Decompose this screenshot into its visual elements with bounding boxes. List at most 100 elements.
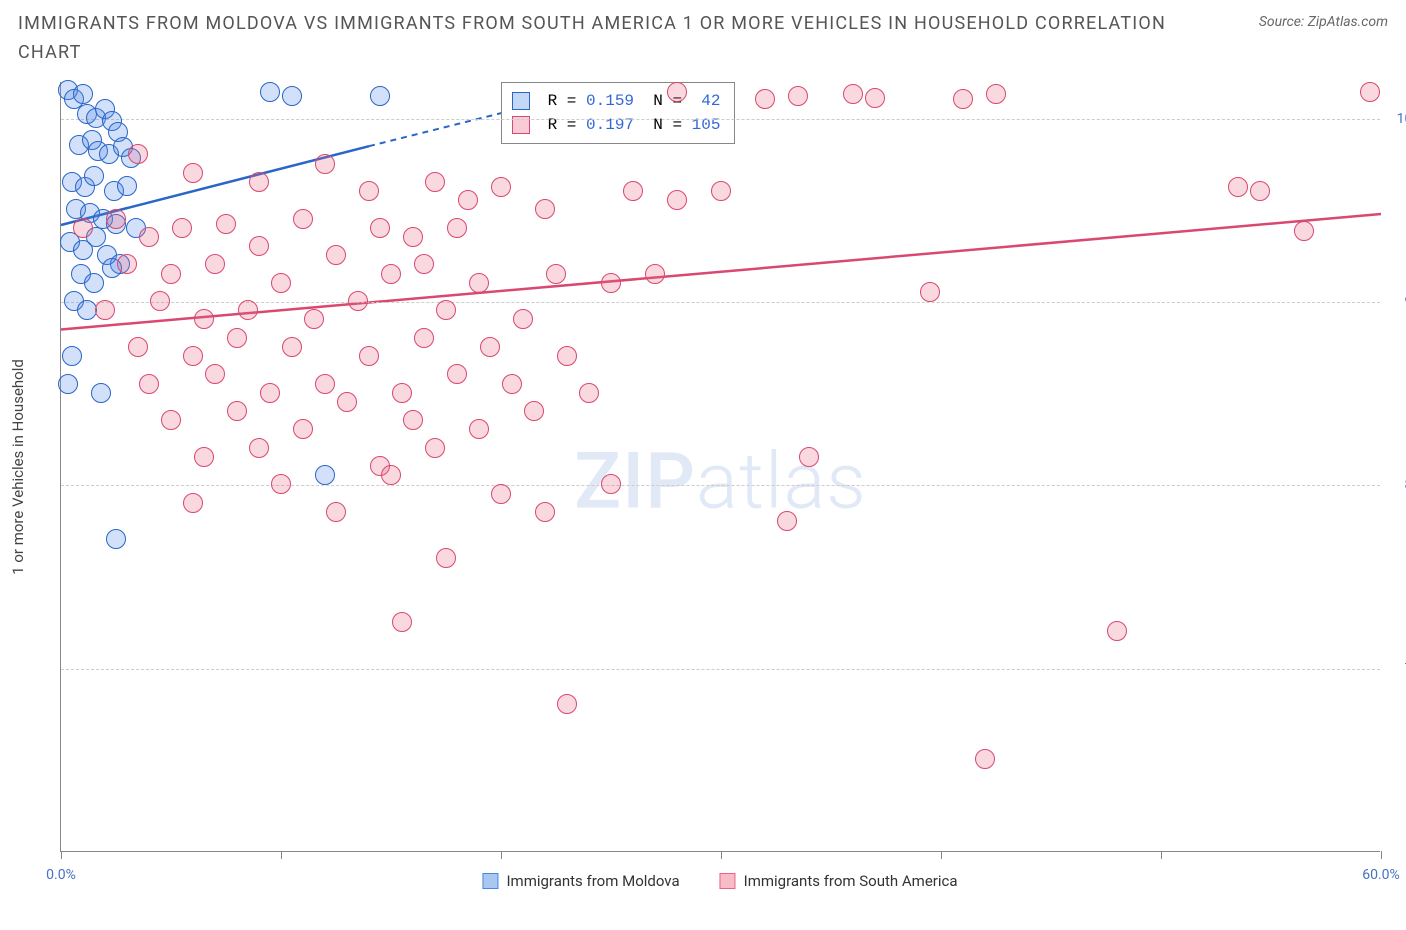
data-point-moldova xyxy=(62,346,82,366)
data-point-southamerica xyxy=(447,364,467,384)
legend-label: Immigrants from South America xyxy=(744,872,958,890)
data-point-southamerica xyxy=(403,410,423,430)
data-point-southamerica xyxy=(227,328,247,348)
data-point-southamerica xyxy=(326,245,346,265)
data-point-southamerica xyxy=(502,374,522,394)
data-point-southamerica xyxy=(458,190,478,210)
chart-title: IMMIGRANTS FROM MOLDOVA VS IMMIGRANTS FR… xyxy=(18,10,1168,68)
x-tick-label: 60.0% xyxy=(1362,867,1400,883)
data-point-southamerica xyxy=(348,291,368,311)
legend-label: Immigrants from Moldova xyxy=(506,872,679,890)
data-point-southamerica xyxy=(414,328,434,348)
data-point-southamerica xyxy=(645,264,665,284)
data-point-southamerica xyxy=(139,227,159,247)
x-tick xyxy=(281,851,282,859)
data-point-southamerica xyxy=(106,209,126,229)
gridline-h xyxy=(61,302,1380,303)
stat-text-southamerica: R = 0.197 N = 105 xyxy=(538,113,720,137)
source-label: Source: ZipAtlas.com xyxy=(1259,14,1388,30)
data-point-southamerica xyxy=(183,346,203,366)
gridline-h xyxy=(61,119,1380,120)
data-point-southamerica xyxy=(73,218,93,238)
data-point-southamerica xyxy=(436,548,456,568)
data-point-southamerica xyxy=(1228,177,1248,197)
data-point-southamerica xyxy=(425,172,445,192)
data-point-southamerica xyxy=(777,511,797,531)
data-point-southamerica xyxy=(469,273,489,293)
data-point-southamerica xyxy=(579,383,599,403)
data-point-southamerica xyxy=(337,392,357,412)
data-point-southamerica xyxy=(194,447,214,467)
data-point-southamerica xyxy=(1250,181,1270,201)
data-point-southamerica xyxy=(788,86,808,106)
data-point-southamerica xyxy=(249,438,269,458)
x-tick xyxy=(721,851,722,859)
data-point-moldova xyxy=(282,86,302,106)
data-point-moldova xyxy=(58,374,78,394)
data-point-southamerica xyxy=(469,419,489,439)
data-point-southamerica xyxy=(370,218,390,238)
data-point-southamerica xyxy=(524,401,544,421)
data-point-southamerica xyxy=(667,82,687,102)
gridline-h xyxy=(61,485,1380,486)
data-point-southamerica xyxy=(414,254,434,274)
regression-line-southamerica xyxy=(61,214,1381,330)
data-point-southamerica xyxy=(843,84,863,104)
data-point-moldova xyxy=(260,82,280,102)
data-point-southamerica xyxy=(161,410,181,430)
data-point-southamerica xyxy=(117,254,137,274)
data-point-southamerica xyxy=(535,502,555,522)
data-point-southamerica xyxy=(205,364,225,384)
data-point-southamerica xyxy=(920,282,940,302)
data-point-southamerica xyxy=(359,181,379,201)
gridline-h xyxy=(61,669,1380,670)
data-point-southamerica xyxy=(194,309,214,329)
data-point-southamerica xyxy=(535,199,555,219)
legend-item: Immigrants from Moldova xyxy=(482,872,679,890)
data-point-southamerica xyxy=(183,493,203,513)
data-point-southamerica xyxy=(953,89,973,109)
data-point-southamerica xyxy=(216,214,236,234)
data-point-southamerica xyxy=(271,474,291,494)
legend: Immigrants from Moldova Immigrants from S… xyxy=(482,872,957,890)
x-tick xyxy=(61,851,62,859)
stat-row-southamerica: R = 0.197 N = 105 xyxy=(512,113,720,137)
data-point-southamerica xyxy=(95,300,115,320)
data-point-moldova xyxy=(73,84,93,104)
data-point-southamerica xyxy=(161,264,181,284)
data-point-southamerica xyxy=(128,144,148,164)
data-point-southamerica xyxy=(557,694,577,714)
data-point-southamerica xyxy=(667,190,687,210)
data-point-southamerica xyxy=(392,383,412,403)
data-point-southamerica xyxy=(711,181,731,201)
data-point-moldova xyxy=(84,273,104,293)
legend-item: Immigrants from South America xyxy=(720,872,958,890)
data-point-southamerica xyxy=(975,749,995,769)
stat-swatch-moldova xyxy=(512,92,530,110)
data-point-southamerica xyxy=(392,612,412,632)
data-point-southamerica xyxy=(139,374,159,394)
data-point-southamerica xyxy=(865,88,885,108)
data-point-southamerica xyxy=(249,172,269,192)
data-point-southamerica xyxy=(986,84,1006,104)
x-tick xyxy=(501,851,502,859)
data-point-southamerica xyxy=(447,218,467,238)
data-point-southamerica xyxy=(1107,621,1127,641)
data-point-southamerica xyxy=(282,337,302,357)
x-tick xyxy=(941,851,942,859)
data-point-southamerica xyxy=(546,264,566,284)
stat-row-moldova: R = 0.159 N = 42 xyxy=(512,89,720,113)
data-point-southamerica xyxy=(1360,82,1380,102)
data-point-southamerica xyxy=(238,300,258,320)
data-point-southamerica xyxy=(315,374,335,394)
data-point-southamerica xyxy=(513,309,533,329)
data-point-moldova xyxy=(106,529,126,549)
data-point-southamerica xyxy=(491,484,511,504)
data-point-southamerica xyxy=(425,438,445,458)
data-point-southamerica xyxy=(601,474,621,494)
data-point-southamerica xyxy=(293,209,313,229)
data-point-southamerica xyxy=(1294,221,1314,241)
data-point-southamerica xyxy=(359,346,379,366)
data-point-southamerica xyxy=(381,264,401,284)
x-tick xyxy=(1161,851,1162,859)
